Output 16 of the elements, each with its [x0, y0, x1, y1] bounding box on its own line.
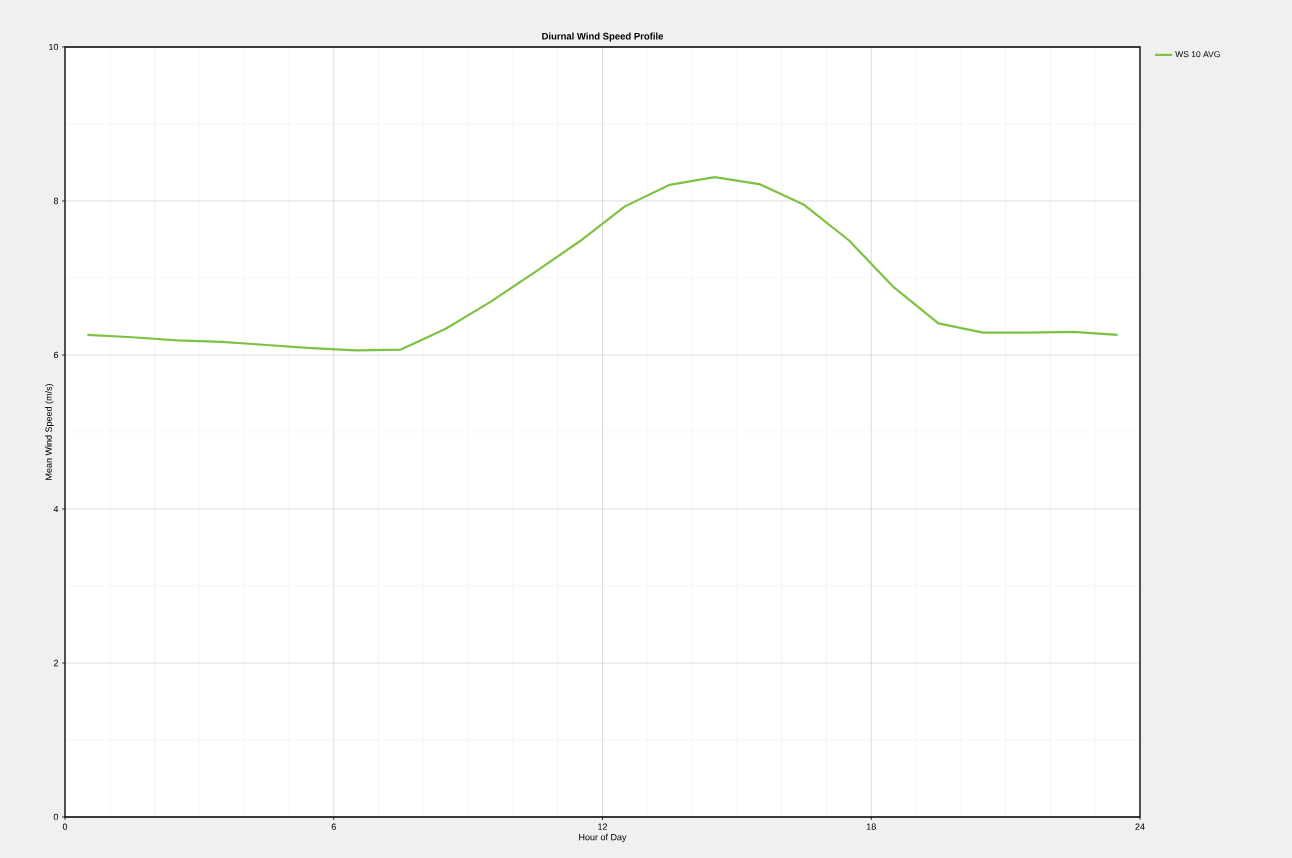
- y-tick-label: 0: [53, 813, 59, 821]
- line-series: [86, 176, 1119, 352]
- x-tick-label: 0: [62, 823, 68, 830]
- x-tick-label: 18: [866, 823, 876, 830]
- x-axis-title: Hour of Day: [579, 833, 627, 843]
- y-tick-label: 2: [53, 659, 59, 667]
- x-tick-label: 12: [598, 823, 608, 830]
- y-axis-title: Mean Wind Speed (m/s): [45, 384, 54, 480]
- x-tick-label: 24: [1135, 823, 1145, 830]
- y-tick-label: 6: [53, 351, 59, 359]
- x-tick-label: 6: [331, 823, 336, 830]
- legend-label: WS 10 AVG: [1175, 51, 1220, 58]
- chart-title: Diurnal Wind Speed Profile: [542, 32, 664, 42]
- y-tick-label: 10: [49, 43, 59, 51]
- y-tick-label: 4: [53, 505, 59, 513]
- y-tick-label: 8: [53, 197, 59, 205]
